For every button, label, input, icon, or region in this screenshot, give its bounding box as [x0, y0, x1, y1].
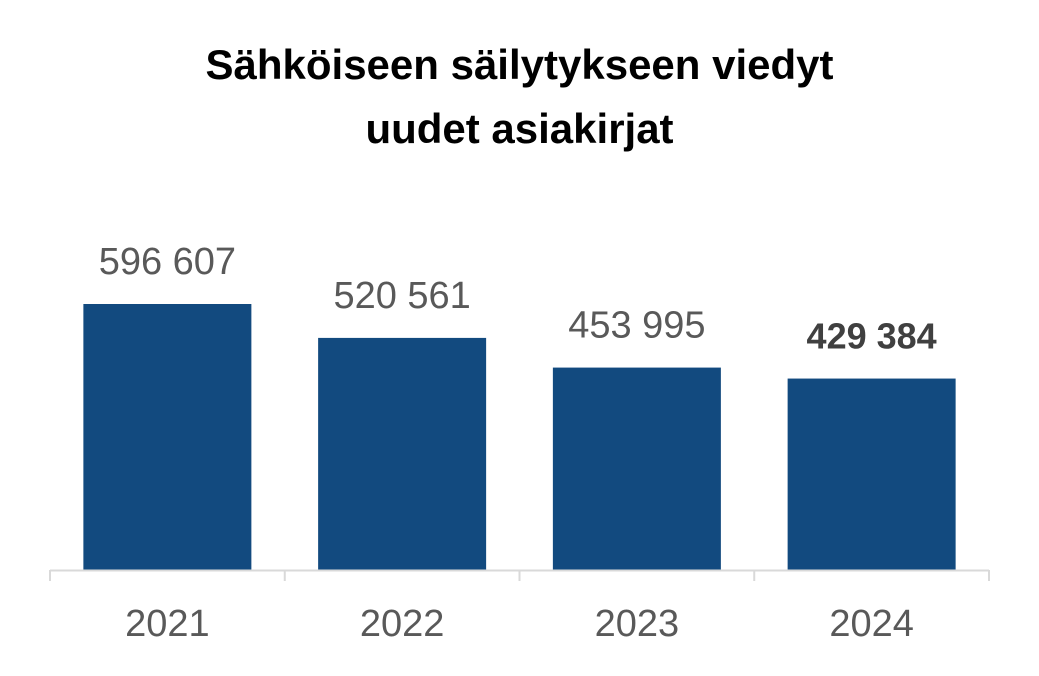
data-label-2023: 453 995: [568, 305, 705, 347]
bar-2023: [552, 367, 721, 570]
x-tick-label-2024: 2024: [829, 603, 914, 645]
data-label-2022: 520 561: [333, 275, 470, 317]
bar-2024: [787, 378, 956, 570]
chart-title-line-1: Sähköiseen säilytykseen viedyt: [205, 41, 834, 88]
bar-2021: [83, 304, 252, 570]
chart-title-line-2: uudet asiakirjat: [365, 105, 674, 152]
x-tick-label-2023: 2023: [595, 603, 680, 645]
data-label-2024: 429 384: [807, 316, 937, 357]
x-tick-label-2022: 2022: [360, 603, 445, 645]
data-label-2021: 596 607: [99, 241, 236, 283]
x-tick-label-2021: 2021: [125, 603, 210, 645]
bar-2022: [318, 337, 487, 570]
